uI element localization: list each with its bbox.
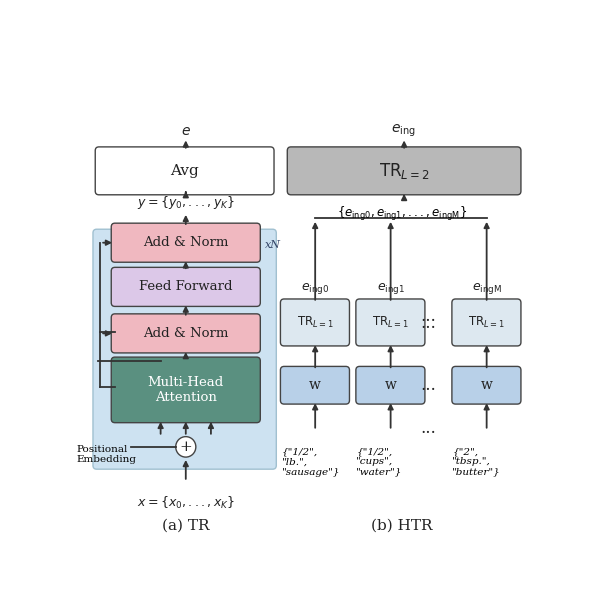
Text: Multi-Head
Attention: Multi-Head Attention [148,376,224,404]
Text: $e_{\mathrm{ing}0}$: $e_{\mathrm{ing}0}$ [301,281,329,296]
Text: $e$: $e$ [181,124,191,138]
Text: $e_{\mathrm{ingM}}$: $e_{\mathrm{ingM}}$ [471,281,502,296]
FancyBboxPatch shape [280,367,349,404]
Text: (b) HTR: (b) HTR [371,519,433,533]
Text: $\mathrm{TR}_{L=1}$: $\mathrm{TR}_{L=1}$ [297,315,333,330]
FancyBboxPatch shape [93,229,276,469]
Text: $e_{\mathrm{ing}1}$: $e_{\mathrm{ing}1}$ [376,281,405,296]
Text: {"1/2",
"cups",
"water"}: {"1/2", "cups", "water"} [356,447,403,477]
Text: {"1/2",
"lb.",
"sausage"}: {"1/2", "lb.", "sausage"} [282,447,340,477]
FancyBboxPatch shape [452,367,521,404]
Text: w: w [385,378,396,392]
FancyBboxPatch shape [452,299,521,346]
FancyBboxPatch shape [112,357,260,423]
Text: $\{e_{\mathrm{ing}0}, e_{\mathrm{ing}1},..., e_{\mathrm{ingM}}\}$: $\{e_{\mathrm{ing}0}, e_{\mathrm{ing}1},… [337,205,467,223]
Text: $\mathrm{TR}_{L=1}$: $\mathrm{TR}_{L=1}$ [372,315,409,330]
Text: Feed Forward: Feed Forward [139,280,232,294]
FancyBboxPatch shape [112,314,260,353]
FancyBboxPatch shape [356,299,425,346]
Text: $\mathrm{TR}_{L=1}$: $\mathrm{TR}_{L=1}$ [468,315,504,330]
Circle shape [176,437,196,457]
Text: {"2",
"tbsp.",
"butter"}: {"2", "tbsp.", "butter"} [453,447,501,477]
Text: Positional
Embedding: Positional Embedding [76,445,136,464]
Text: $x = \{x_{0}, ..., x_K\}$: $x = \{x_{0}, ..., x_K\}$ [137,495,235,511]
Text: xN: xN [265,240,281,249]
Text: w: w [309,378,321,392]
Text: $e_{\mathrm{ing}}$: $e_{\mathrm{ing}}$ [391,123,415,139]
Text: +: + [179,440,192,454]
Text: ...: ... [420,376,436,394]
Text: (a) TR: (a) TR [162,519,209,533]
Text: Avg: Avg [171,164,199,178]
FancyBboxPatch shape [112,268,260,306]
Text: ...: ... [420,308,436,325]
FancyBboxPatch shape [280,299,349,346]
Text: ...: ... [420,315,436,332]
Text: w: w [480,378,493,392]
Text: $\mathrm{TR}_{L=2}$: $\mathrm{TR}_{L=2}$ [379,161,430,181]
Text: ...: ... [420,420,436,437]
Text: $y = \{y_{0}, ..., y_K\}$: $y = \{y_{0}, ..., y_K\}$ [137,194,235,211]
Text: Add & Norm: Add & Norm [143,327,228,340]
FancyBboxPatch shape [356,367,425,404]
FancyBboxPatch shape [287,147,521,195]
Text: Add & Norm: Add & Norm [143,236,228,249]
FancyBboxPatch shape [112,223,260,262]
FancyBboxPatch shape [95,147,274,195]
